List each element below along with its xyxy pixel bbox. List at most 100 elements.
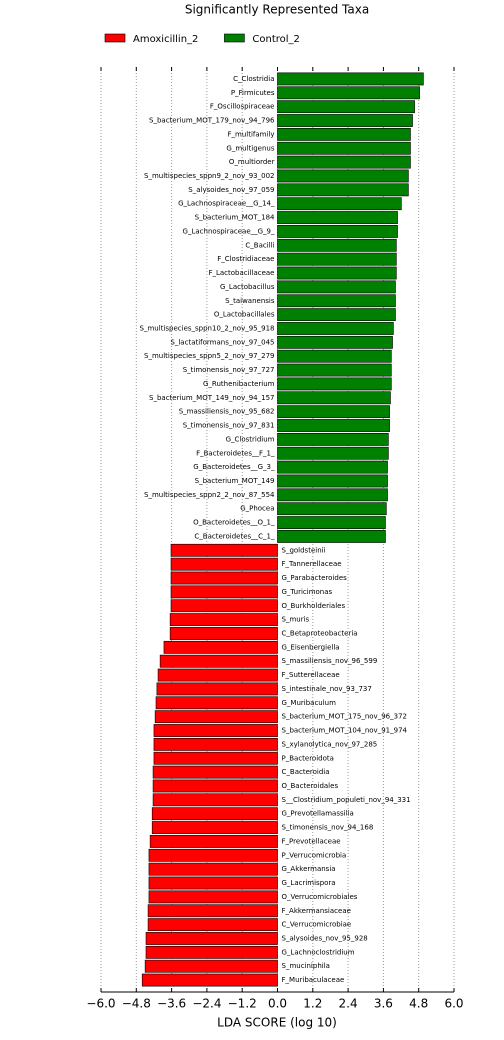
- category-label: P_Verrucomicrobia: [282, 851, 347, 859]
- bar: [277, 460, 388, 474]
- x-tick-label: 4.8: [409, 997, 428, 1011]
- bar: [154, 710, 278, 724]
- category-label: S_timonensis_nov_94_168: [282, 824, 374, 832]
- bar: [170, 571, 278, 585]
- category-label: S_massiliensis_nov_96_599: [282, 657, 378, 665]
- x-tick-label: 1.2: [303, 997, 322, 1011]
- bar: [147, 904, 278, 918]
- category-label: S_intestinale_nov_93_737: [282, 685, 372, 693]
- bar: [147, 918, 278, 932]
- legend-label: Amoxicillin_2: [133, 34, 198, 45]
- category-label: G_Prevotellamassilia: [282, 810, 354, 818]
- category-label: S_muciniphila: [282, 962, 330, 970]
- bar: [170, 557, 278, 571]
- bar: [151, 821, 278, 834]
- category-label: C_Verrucomicrobiae: [282, 921, 352, 929]
- bar: [277, 141, 411, 155]
- bar: [277, 155, 411, 169]
- category-label: S_alysoides_nov_97_059: [188, 186, 274, 194]
- bar: [163, 640, 278, 654]
- bar: [277, 100, 415, 114]
- category-label: G_Bacteroidetes__G_3_: [193, 463, 275, 471]
- category-label: S__Clostridium_populeti_nov_94_331: [282, 796, 411, 804]
- category-label: S_multispecies_sppn2_2_nov_87_554: [144, 491, 275, 499]
- bar: [277, 225, 398, 238]
- category-label: P_Firmicutes: [231, 89, 275, 97]
- bar: [151, 807, 278, 821]
- category-label: G_Eisenbergiella: [282, 643, 340, 651]
- category-label: F_Oscillospiraceae: [210, 103, 275, 111]
- x-axis-label: LDA SCORE (log 10): [217, 1016, 337, 1030]
- bar: [157, 668, 278, 682]
- bar: [153, 751, 278, 765]
- bar: [152, 765, 278, 779]
- bar: [277, 502, 387, 516]
- bar: [277, 294, 396, 308]
- category-label: G_Lacrimispora: [282, 879, 336, 887]
- category-label: S_bacterium_MOT_175_nov_96_372: [282, 713, 407, 721]
- category-label: S_multispecies_sppn5_2_nov_97_279: [144, 352, 274, 360]
- bar: [145, 932, 278, 945]
- bar: [277, 238, 397, 252]
- legend-label: Control_2: [252, 34, 300, 45]
- bar: [277, 377, 392, 391]
- bar: [148, 848, 278, 862]
- chart-title: Significantly Represented Taxa: [185, 3, 369, 17]
- category-label: O_Burkholderiales: [282, 602, 346, 610]
- category-label: G_Lachnospiraceae__G_14_: [178, 200, 275, 208]
- category-label: S_bacterium_MOT_104_nov_91_974: [282, 727, 408, 735]
- bar: [277, 86, 420, 100]
- category-label: P_Bacteroidota: [282, 754, 334, 762]
- legend-swatch: [104, 33, 126, 43]
- category-label: O_multiorder: [229, 158, 275, 166]
- category-label: O_Bacteroidetes__O_1_: [193, 519, 275, 527]
- bar: [277, 114, 413, 127]
- category-label: G_Clostridium: [226, 435, 275, 443]
- category-label: S_bacterium_MOT_184: [195, 214, 275, 222]
- bar: [277, 530, 386, 543]
- category-label: G_Lactobacillus: [220, 283, 275, 291]
- category-label: G_Ruthenibacterium: [203, 380, 275, 388]
- category-label: O_Verrucomicrobiales: [282, 893, 358, 901]
- legend-swatch: [224, 33, 245, 43]
- bar: [141, 973, 278, 987]
- bar: [156, 682, 278, 696]
- bar: [169, 627, 278, 640]
- bar: [277, 474, 388, 488]
- category-label: C_Betaproteobacteria: [282, 629, 358, 637]
- bar: [149, 835, 278, 848]
- category-label: G_Turicimonas: [282, 588, 333, 596]
- bar: [277, 169, 409, 183]
- x-tick-label: 0.0: [268, 997, 287, 1011]
- bar: [277, 391, 391, 405]
- category-label: S_timonensis_nov_97_727: [183, 366, 275, 374]
- bar: [144, 959, 278, 973]
- x-tick-label: 3.6: [374, 997, 393, 1011]
- bar: [152, 779, 278, 793]
- category-label: F_Muribaculaceae: [282, 976, 345, 984]
- category-label: S_bacterium_MOT_149_nov_94_157: [149, 394, 274, 402]
- category-label: G_Parabacteroides: [282, 574, 348, 582]
- bar: [277, 349, 392, 363]
- bar: [148, 890, 278, 904]
- bar: [277, 197, 402, 211]
- bar: [170, 543, 278, 557]
- category-label: G_multigenus: [226, 144, 274, 152]
- bar: [277, 405, 390, 419]
- bar: [152, 793, 278, 807]
- category-label: S_multispecies_sppn10_2_nov_95_918: [140, 324, 275, 332]
- category-label: F_Sutterellaceae: [282, 671, 340, 679]
- bar: [277, 488, 388, 502]
- category-label: S_bacterium_MOT_149: [195, 477, 275, 485]
- category-label: F_Bacteroidetes__F_1_: [196, 449, 275, 457]
- category-label: S_xylanolytica_nov_97_285: [282, 740, 378, 748]
- x-tick-label: −1.2: [228, 997, 257, 1011]
- category-label: G_Phocea: [240, 505, 274, 513]
- category-label: O_Bacteroidales: [282, 782, 339, 790]
- bar: [277, 322, 394, 335]
- bar: [277, 280, 396, 294]
- x-tick-label: −4.8: [122, 997, 151, 1011]
- category-label: C_Bacilli: [245, 241, 274, 249]
